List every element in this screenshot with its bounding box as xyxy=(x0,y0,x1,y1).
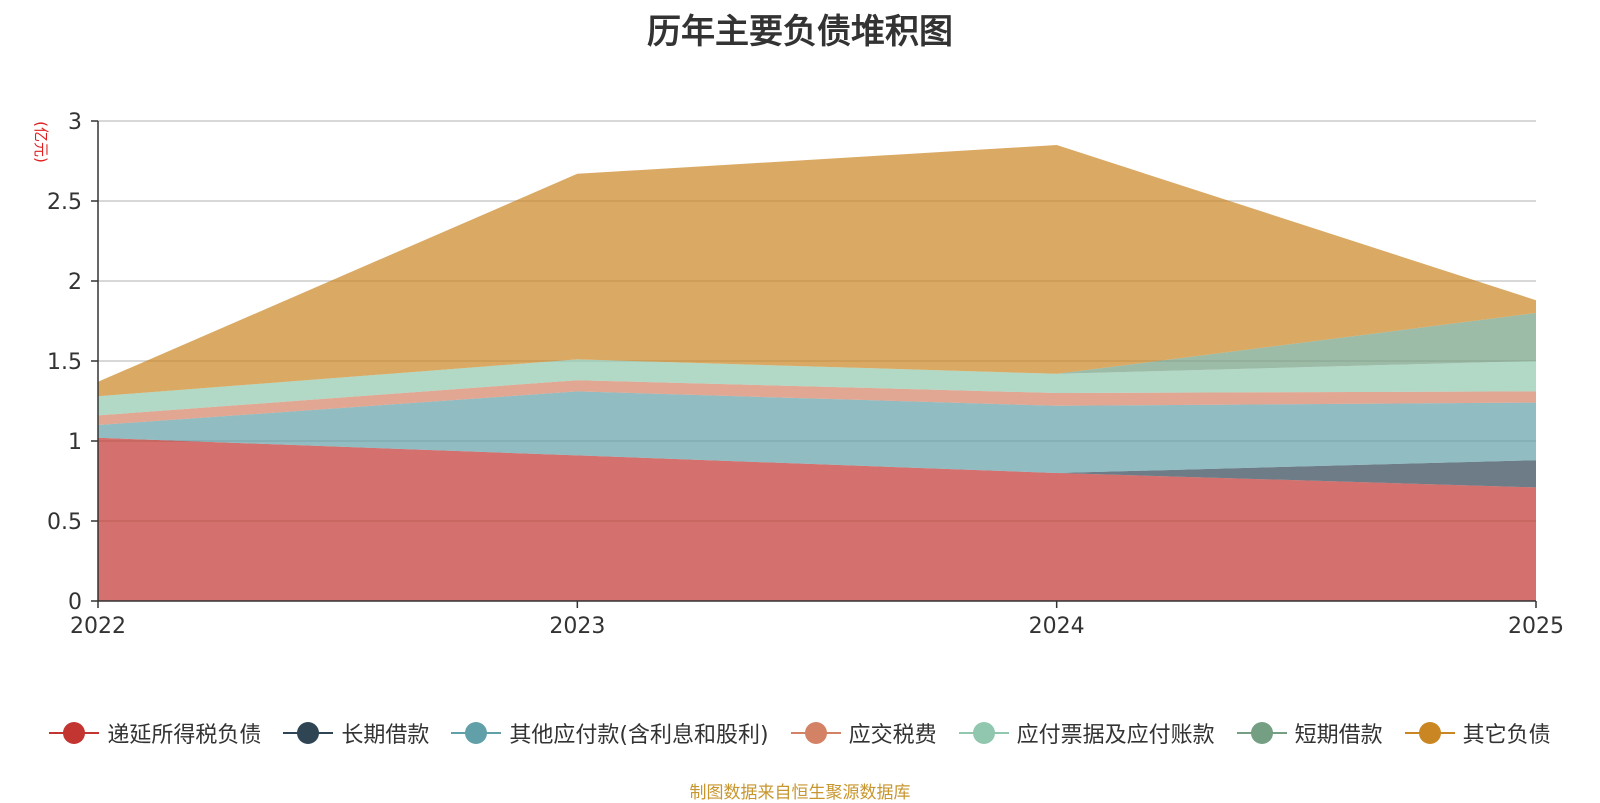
area-series-4 xyxy=(98,359,1536,416)
area-series-0 xyxy=(98,437,1536,601)
y-tick-label: 1 xyxy=(68,430,82,455)
area-series-5 xyxy=(98,313,1536,397)
area-series-3 xyxy=(98,380,1536,425)
x-tick-label: 2023 xyxy=(549,614,605,639)
x-tick-label: 2025 xyxy=(1508,614,1564,639)
legend-marker-icon xyxy=(1404,721,1455,745)
y-tick-label: 2.5 xyxy=(47,190,82,215)
area-series xyxy=(98,145,1536,601)
area-series-2 xyxy=(98,391,1536,473)
legend-label: 递延所得税负债 xyxy=(107,723,262,748)
legend-marker-icon xyxy=(451,721,502,745)
legend-marker-icon xyxy=(790,721,841,745)
legend-item[interactable]: 应付票据及应付账款 xyxy=(958,717,1215,749)
y-tick-label: 0 xyxy=(68,590,82,615)
source-note: 制图数据来自恒生聚源数据库 xyxy=(689,783,911,803)
legend-label: 应交税费 xyxy=(848,723,937,748)
y-tick-label: 1.5 xyxy=(47,350,82,375)
area-series-1 xyxy=(98,437,1536,488)
legend: 递延所得税负债 长期借款 其他应付款(含利息和股利) 应交税费 应付票据及应付账款 短期借… xyxy=(0,716,1600,750)
axes: 0 0.5 1 1.5 2 2.5 3 2022 2023 2024 2025 xyxy=(47,110,1564,639)
legend-label: 短期借款 xyxy=(1294,723,1383,748)
legend-label: 其他应付款(含利息和股利) xyxy=(509,723,769,748)
y-tick-label: 0.5 xyxy=(47,510,82,535)
x-tick-label: 2022 xyxy=(70,614,126,639)
y-tick-label: 2 xyxy=(68,270,82,295)
y-tick-label: 3 xyxy=(68,110,82,135)
legend-label: 其它负债 xyxy=(1462,723,1551,748)
legend-marker-icon xyxy=(49,721,100,745)
legend-item[interactable]: 应交税费 xyxy=(790,717,937,749)
legend-marker-icon xyxy=(1236,721,1287,745)
legend-item[interactable]: 其它负债 xyxy=(1404,717,1551,749)
chart-title: 历年主要负债堆积图 xyxy=(647,12,953,52)
legend-marker-icon xyxy=(958,721,1009,745)
legend-item[interactable]: 短期借款 xyxy=(1236,717,1383,749)
x-tick-label: 2024 xyxy=(1029,614,1085,639)
legend-item[interactable]: 其他应付款(含利息和股利) xyxy=(451,717,769,749)
legend-marker-icon xyxy=(283,721,334,745)
area-series-6 xyxy=(98,145,1536,397)
legend-label: 长期借款 xyxy=(341,723,430,748)
y-axis-label: (亿元) xyxy=(32,121,50,163)
legend-label: 应付票据及应付账款 xyxy=(1016,723,1215,748)
legend-item[interactable]: 递延所得税负债 xyxy=(49,717,261,749)
legend-item[interactable]: 长期借款 xyxy=(283,717,429,749)
